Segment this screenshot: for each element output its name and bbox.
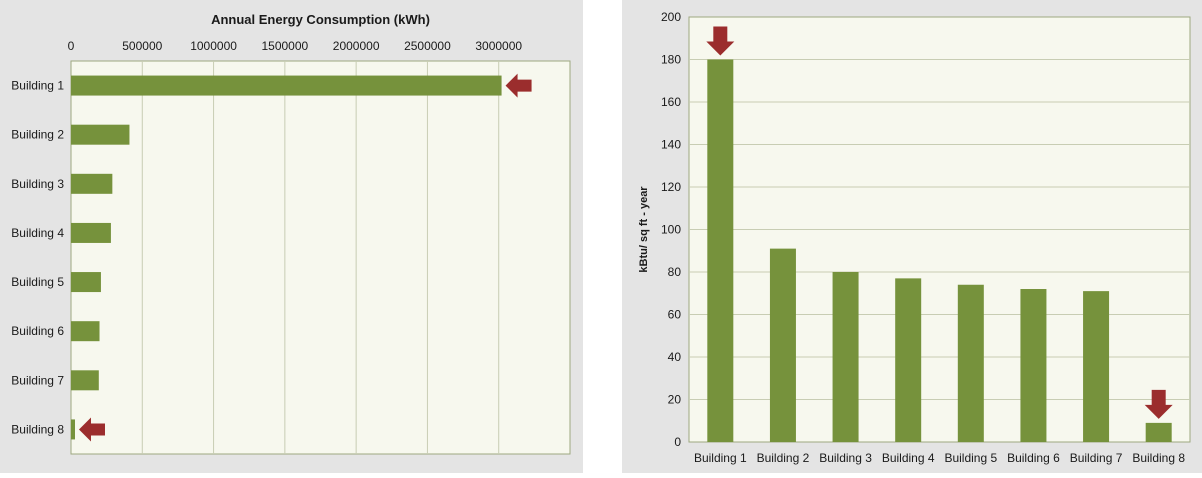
x-tick-label: 500000 bbox=[122, 39, 162, 53]
y-tick-label: Building 5 bbox=[11, 275, 64, 289]
x-tick-label: 1000000 bbox=[190, 39, 237, 53]
bar bbox=[707, 59, 734, 442]
x-tick-label: Building 3 bbox=[819, 451, 872, 465]
y-tick-label: 0 bbox=[674, 435, 681, 449]
x-tick-label: Building 6 bbox=[1007, 451, 1060, 465]
energy-intensity-chart: 0 20 40 60 80 100 120 140 160 180 200 kBtu/ sq ft -… bbox=[622, 0, 1202, 473]
bar bbox=[1145, 422, 1172, 442]
x-tick-label: Building 1 bbox=[694, 451, 747, 465]
bar bbox=[957, 284, 984, 442]
x-tick-label: Building 4 bbox=[882, 451, 935, 465]
x-tick-label: 0 bbox=[68, 39, 75, 53]
x-tick-label: Building 2 bbox=[757, 451, 810, 465]
y-tick-label: Building 2 bbox=[11, 128, 64, 142]
bar bbox=[71, 370, 99, 391]
y-tick-label: 120 bbox=[661, 180, 681, 194]
bar bbox=[71, 75, 502, 96]
bar bbox=[895, 278, 922, 442]
bar bbox=[832, 272, 859, 442]
y-tick-label: 100 bbox=[661, 223, 681, 237]
y-tick-label: 180 bbox=[661, 53, 681, 67]
bar bbox=[71, 173, 113, 194]
arrow-left-icon bbox=[78, 417, 105, 442]
y-tick-label: Building 4 bbox=[11, 226, 64, 240]
bar bbox=[71, 321, 100, 342]
y-tick-label: Building 6 bbox=[11, 324, 64, 338]
y-tick-label: Building 8 bbox=[11, 422, 64, 436]
bar bbox=[71, 272, 101, 293]
bar bbox=[1020, 289, 1047, 442]
x-tick-label: 2000000 bbox=[333, 39, 380, 53]
annual-energy-chart-panel: 0 500000 1000000 1500000 2000000 2500000 30000… bbox=[0, 0, 583, 473]
y-tick-label: 160 bbox=[661, 95, 681, 109]
y-tick-label: 200 bbox=[661, 10, 681, 24]
x-tick-label: 2500000 bbox=[404, 39, 451, 53]
x-tick-label: Building 8 bbox=[1132, 451, 1185, 465]
y-axis-label: kBtu/ sq ft - year bbox=[638, 186, 650, 273]
x-tick-label: Building 5 bbox=[944, 451, 997, 465]
arrow-down-icon bbox=[1144, 389, 1173, 419]
y-tick-label: Building 7 bbox=[11, 373, 64, 387]
bar bbox=[71, 419, 75, 440]
x-tick-label: Building 7 bbox=[1070, 451, 1123, 465]
x-tick-label: 3000000 bbox=[475, 39, 522, 53]
y-tick-label: Building 1 bbox=[11, 79, 64, 93]
y-tick-label: 20 bbox=[668, 393, 682, 407]
energy-intensity-chart-panel: 0 20 40 60 80 100 120 140 160 180 200 kBtu/ sq ft -… bbox=[622, 0, 1202, 473]
arrow-down-icon bbox=[706, 26, 735, 56]
y-tick-label: 140 bbox=[661, 138, 681, 152]
y-tick-label: 60 bbox=[668, 308, 682, 322]
bar bbox=[71, 124, 130, 145]
chart-title: Annual Energy Consumption (kWh) bbox=[211, 12, 430, 27]
y-tick-label: Building 3 bbox=[11, 177, 64, 191]
y-tick-label: 40 bbox=[668, 350, 682, 364]
annual-energy-chart: 0 500000 1000000 1500000 2000000 2500000 30000… bbox=[0, 0, 583, 473]
x-tick-label: 1500000 bbox=[261, 39, 308, 53]
plot-area bbox=[70, 60, 571, 455]
bar bbox=[1083, 291, 1110, 442]
bar bbox=[769, 248, 796, 442]
arrow-left-icon bbox=[505, 73, 532, 98]
bar bbox=[71, 222, 111, 243]
y-tick-label: 80 bbox=[668, 265, 682, 279]
